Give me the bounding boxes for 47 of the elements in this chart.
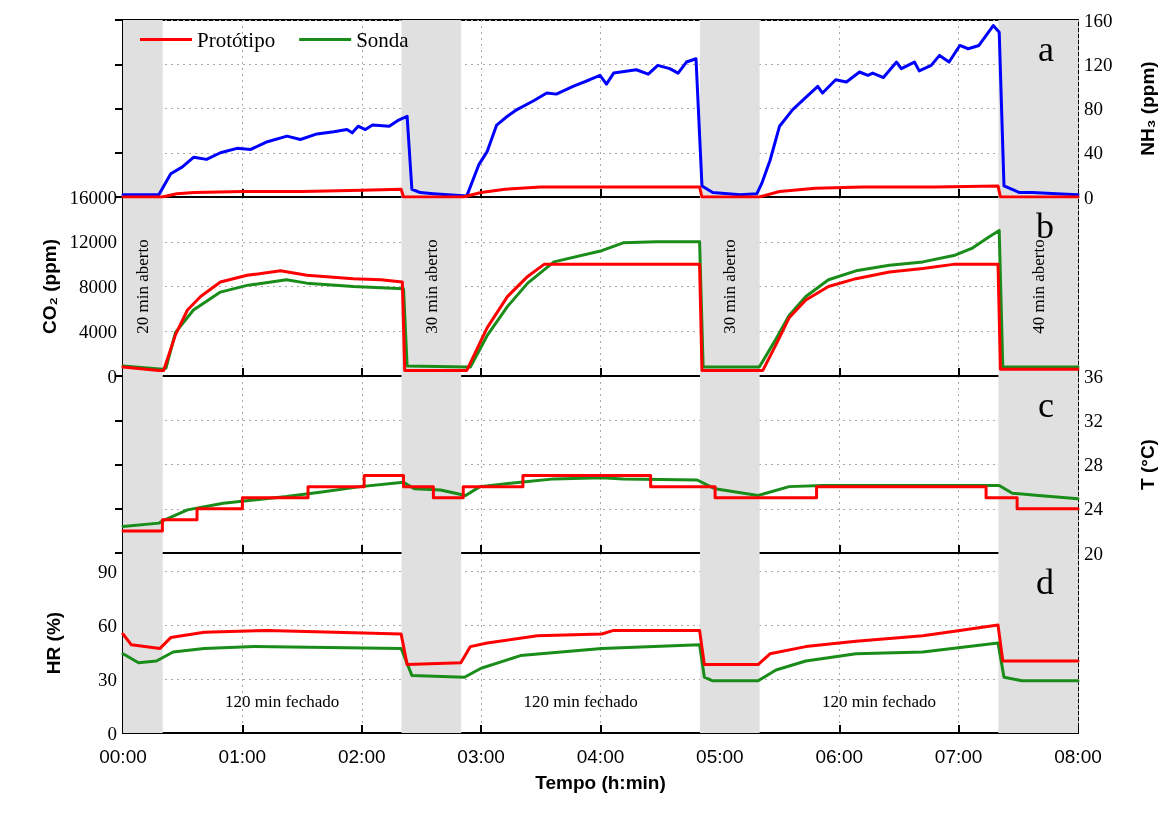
line-series (121, 641, 1080, 683)
chart-title: a (1038, 29, 1055, 69)
y-tick-label: 0 (107, 365, 117, 387)
band-label: 30 min aberto (720, 239, 740, 334)
x-tick-label: 02:00 (337, 746, 386, 767)
band-label: 40 min aberto (1028, 239, 1048, 334)
annotation: 120 min fechado (225, 691, 340, 711)
x-tick-label: 03:00 (457, 746, 505, 767)
y-tick-label: 30 (98, 668, 117, 690)
y-axis-title: NH₃ (ppm) (1137, 61, 1158, 156)
x-axis-title: Tempo (h:min) (535, 772, 666, 793)
x-tick-label: 01:00 (218, 746, 267, 767)
y-tick-label: 4000 (79, 320, 117, 342)
band-label: 20 min aberto (133, 239, 153, 334)
x-tick-label: 07:00 (934, 746, 983, 767)
y-tick-label: 90 (98, 560, 117, 582)
y-axis-title: HR (%) (43, 611, 64, 675)
chart-title: d (1036, 562, 1054, 602)
annotation: 120 min fechado (523, 691, 638, 711)
line-series (121, 623, 1080, 667)
legend-label: Sonda (356, 27, 410, 52)
y-tick-label: 80 (1084, 98, 1103, 119)
y-axis-title: CO₂ (ppm) (38, 239, 60, 334)
y-tick-label: 12000 (69, 231, 117, 253)
y-tick-label: 16000 (69, 186, 117, 208)
y-tick-label: 24 (1084, 498, 1104, 520)
y-tick-label: 8000 (79, 276, 117, 297)
x-tick-label: 08:00 (1054, 746, 1102, 767)
y-tick-label: 32 (1084, 409, 1103, 431)
y-tick-label: 40 (1084, 142, 1103, 164)
annotation: 120 min fechado (821, 691, 937, 711)
x-tick-label: 04:00 (576, 746, 625, 767)
y-tick-label: 0 (107, 722, 117, 744)
chart-title: c (1038, 385, 1055, 425)
y-tick-label: 60 (98, 614, 117, 636)
y-tick-label: 0 (1084, 186, 1094, 208)
x-tick-label: 06:00 (815, 746, 864, 767)
band-label: 30 min aberto (421, 239, 441, 334)
y-tick-label: 20 (1084, 542, 1103, 564)
y-axis-title: T (°C) (1137, 439, 1158, 490)
y-tick-label: 160 (1084, 9, 1113, 31)
legend-label: Protótipo (197, 27, 276, 52)
y-tick-label: 120 (1084, 53, 1113, 75)
y-tick-label: 28 (1084, 454, 1103, 475)
y-tick-label: 36 (1084, 365, 1103, 387)
x-tick-label: 00:00 (99, 746, 147, 767)
x-tick-label: 05:00 (696, 746, 744, 767)
